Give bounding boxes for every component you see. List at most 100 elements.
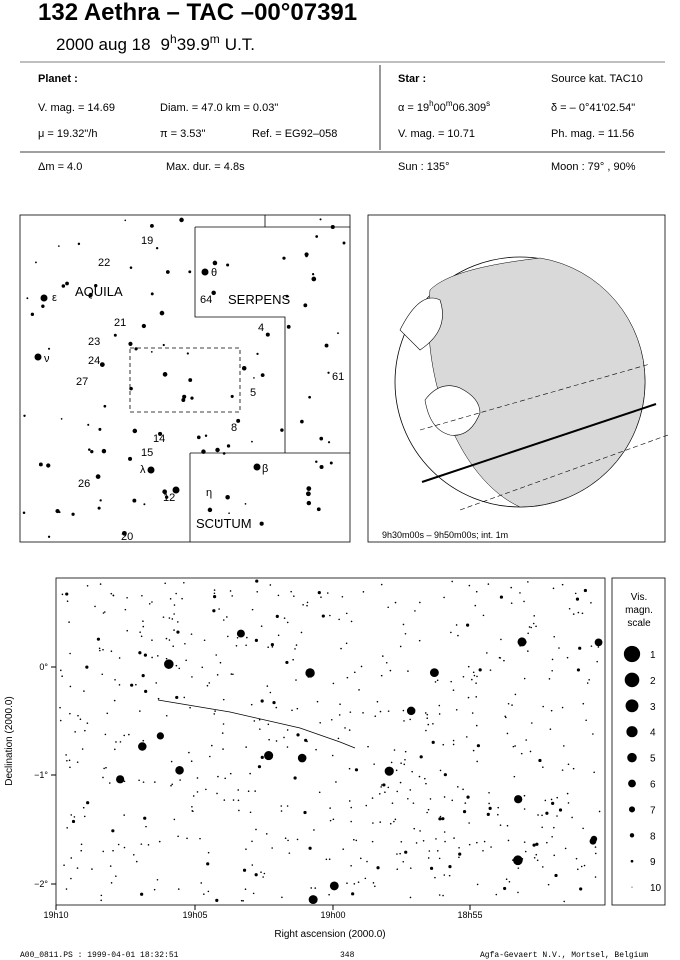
footer-credit: Agfa-Gevaert N.V., Mortsel, Belgium xyxy=(480,951,648,960)
star xyxy=(524,850,527,853)
scale-dot xyxy=(624,672,640,688)
star xyxy=(181,597,183,600)
star xyxy=(126,596,128,599)
star xyxy=(330,225,335,230)
star xyxy=(308,895,318,905)
star xyxy=(394,818,397,821)
star xyxy=(118,684,121,686)
star xyxy=(513,775,516,778)
star xyxy=(335,781,337,783)
y-tick-label: 0° xyxy=(39,662,48,672)
star xyxy=(527,632,529,635)
scale-label: 6 xyxy=(650,780,656,791)
star xyxy=(512,745,515,748)
star xyxy=(203,893,205,895)
star xyxy=(373,763,375,765)
star xyxy=(138,651,142,655)
star xyxy=(228,512,230,514)
moon: Moon : 79° , 90% xyxy=(551,161,636,173)
star xyxy=(86,585,89,587)
star xyxy=(212,260,218,266)
star xyxy=(269,691,272,694)
star xyxy=(529,750,532,753)
star xyxy=(148,602,151,605)
star xyxy=(60,669,62,672)
star xyxy=(256,352,259,355)
star xyxy=(271,646,274,648)
star xyxy=(74,731,76,733)
star xyxy=(404,758,406,761)
star xyxy=(173,613,175,615)
star xyxy=(488,791,490,794)
star xyxy=(71,512,75,516)
star xyxy=(381,655,384,657)
star-label: Star : xyxy=(398,73,426,85)
star xyxy=(123,846,126,849)
star xyxy=(583,864,586,867)
star xyxy=(95,474,101,479)
star xyxy=(128,341,133,346)
star xyxy=(302,603,304,606)
star xyxy=(578,646,582,650)
star xyxy=(523,600,525,603)
star xyxy=(280,810,283,812)
star xyxy=(205,788,207,791)
star xyxy=(594,876,597,878)
finder-label: β xyxy=(262,463,268,475)
star xyxy=(349,711,352,713)
star xyxy=(365,804,368,807)
star xyxy=(517,867,520,869)
star xyxy=(585,719,587,722)
star xyxy=(287,839,289,842)
footer-page: 348 xyxy=(340,951,355,960)
star xyxy=(77,242,81,246)
star xyxy=(142,620,144,623)
star xyxy=(533,615,536,617)
star xyxy=(553,826,555,829)
star xyxy=(403,763,406,766)
star xyxy=(475,682,477,684)
star xyxy=(329,807,331,809)
star xyxy=(113,333,117,337)
finder-label: λ xyxy=(140,464,146,476)
star xyxy=(474,604,477,607)
star xyxy=(324,343,329,348)
star xyxy=(151,639,153,641)
star xyxy=(353,838,355,841)
star xyxy=(404,632,407,635)
star xyxy=(272,700,276,705)
star xyxy=(124,219,127,222)
star xyxy=(115,875,117,877)
star xyxy=(380,583,383,586)
star xyxy=(465,736,468,738)
star xyxy=(438,817,442,821)
star xyxy=(175,695,179,700)
star xyxy=(237,789,240,791)
star xyxy=(247,790,250,793)
star-chart: Declination (2000.0) Right ascension (20… xyxy=(4,577,666,940)
star xyxy=(88,292,93,298)
star xyxy=(544,799,547,802)
star xyxy=(414,610,416,612)
star xyxy=(415,842,418,844)
star xyxy=(588,678,590,681)
star xyxy=(422,839,425,842)
star xyxy=(116,775,125,784)
star xyxy=(476,841,478,844)
star xyxy=(70,857,73,859)
scale-label: 9 xyxy=(650,857,656,868)
star xyxy=(157,697,160,700)
star xyxy=(327,441,331,444)
star xyxy=(444,840,446,843)
star xyxy=(196,791,199,793)
scale-title: magn. xyxy=(625,605,653,616)
star xyxy=(472,671,475,674)
star xyxy=(141,594,143,597)
star xyxy=(177,888,180,890)
star xyxy=(236,629,245,638)
star xyxy=(536,859,539,862)
star xyxy=(128,733,130,736)
x-tick-label: 19h00 xyxy=(320,910,345,920)
star xyxy=(413,827,416,830)
star xyxy=(308,846,312,850)
